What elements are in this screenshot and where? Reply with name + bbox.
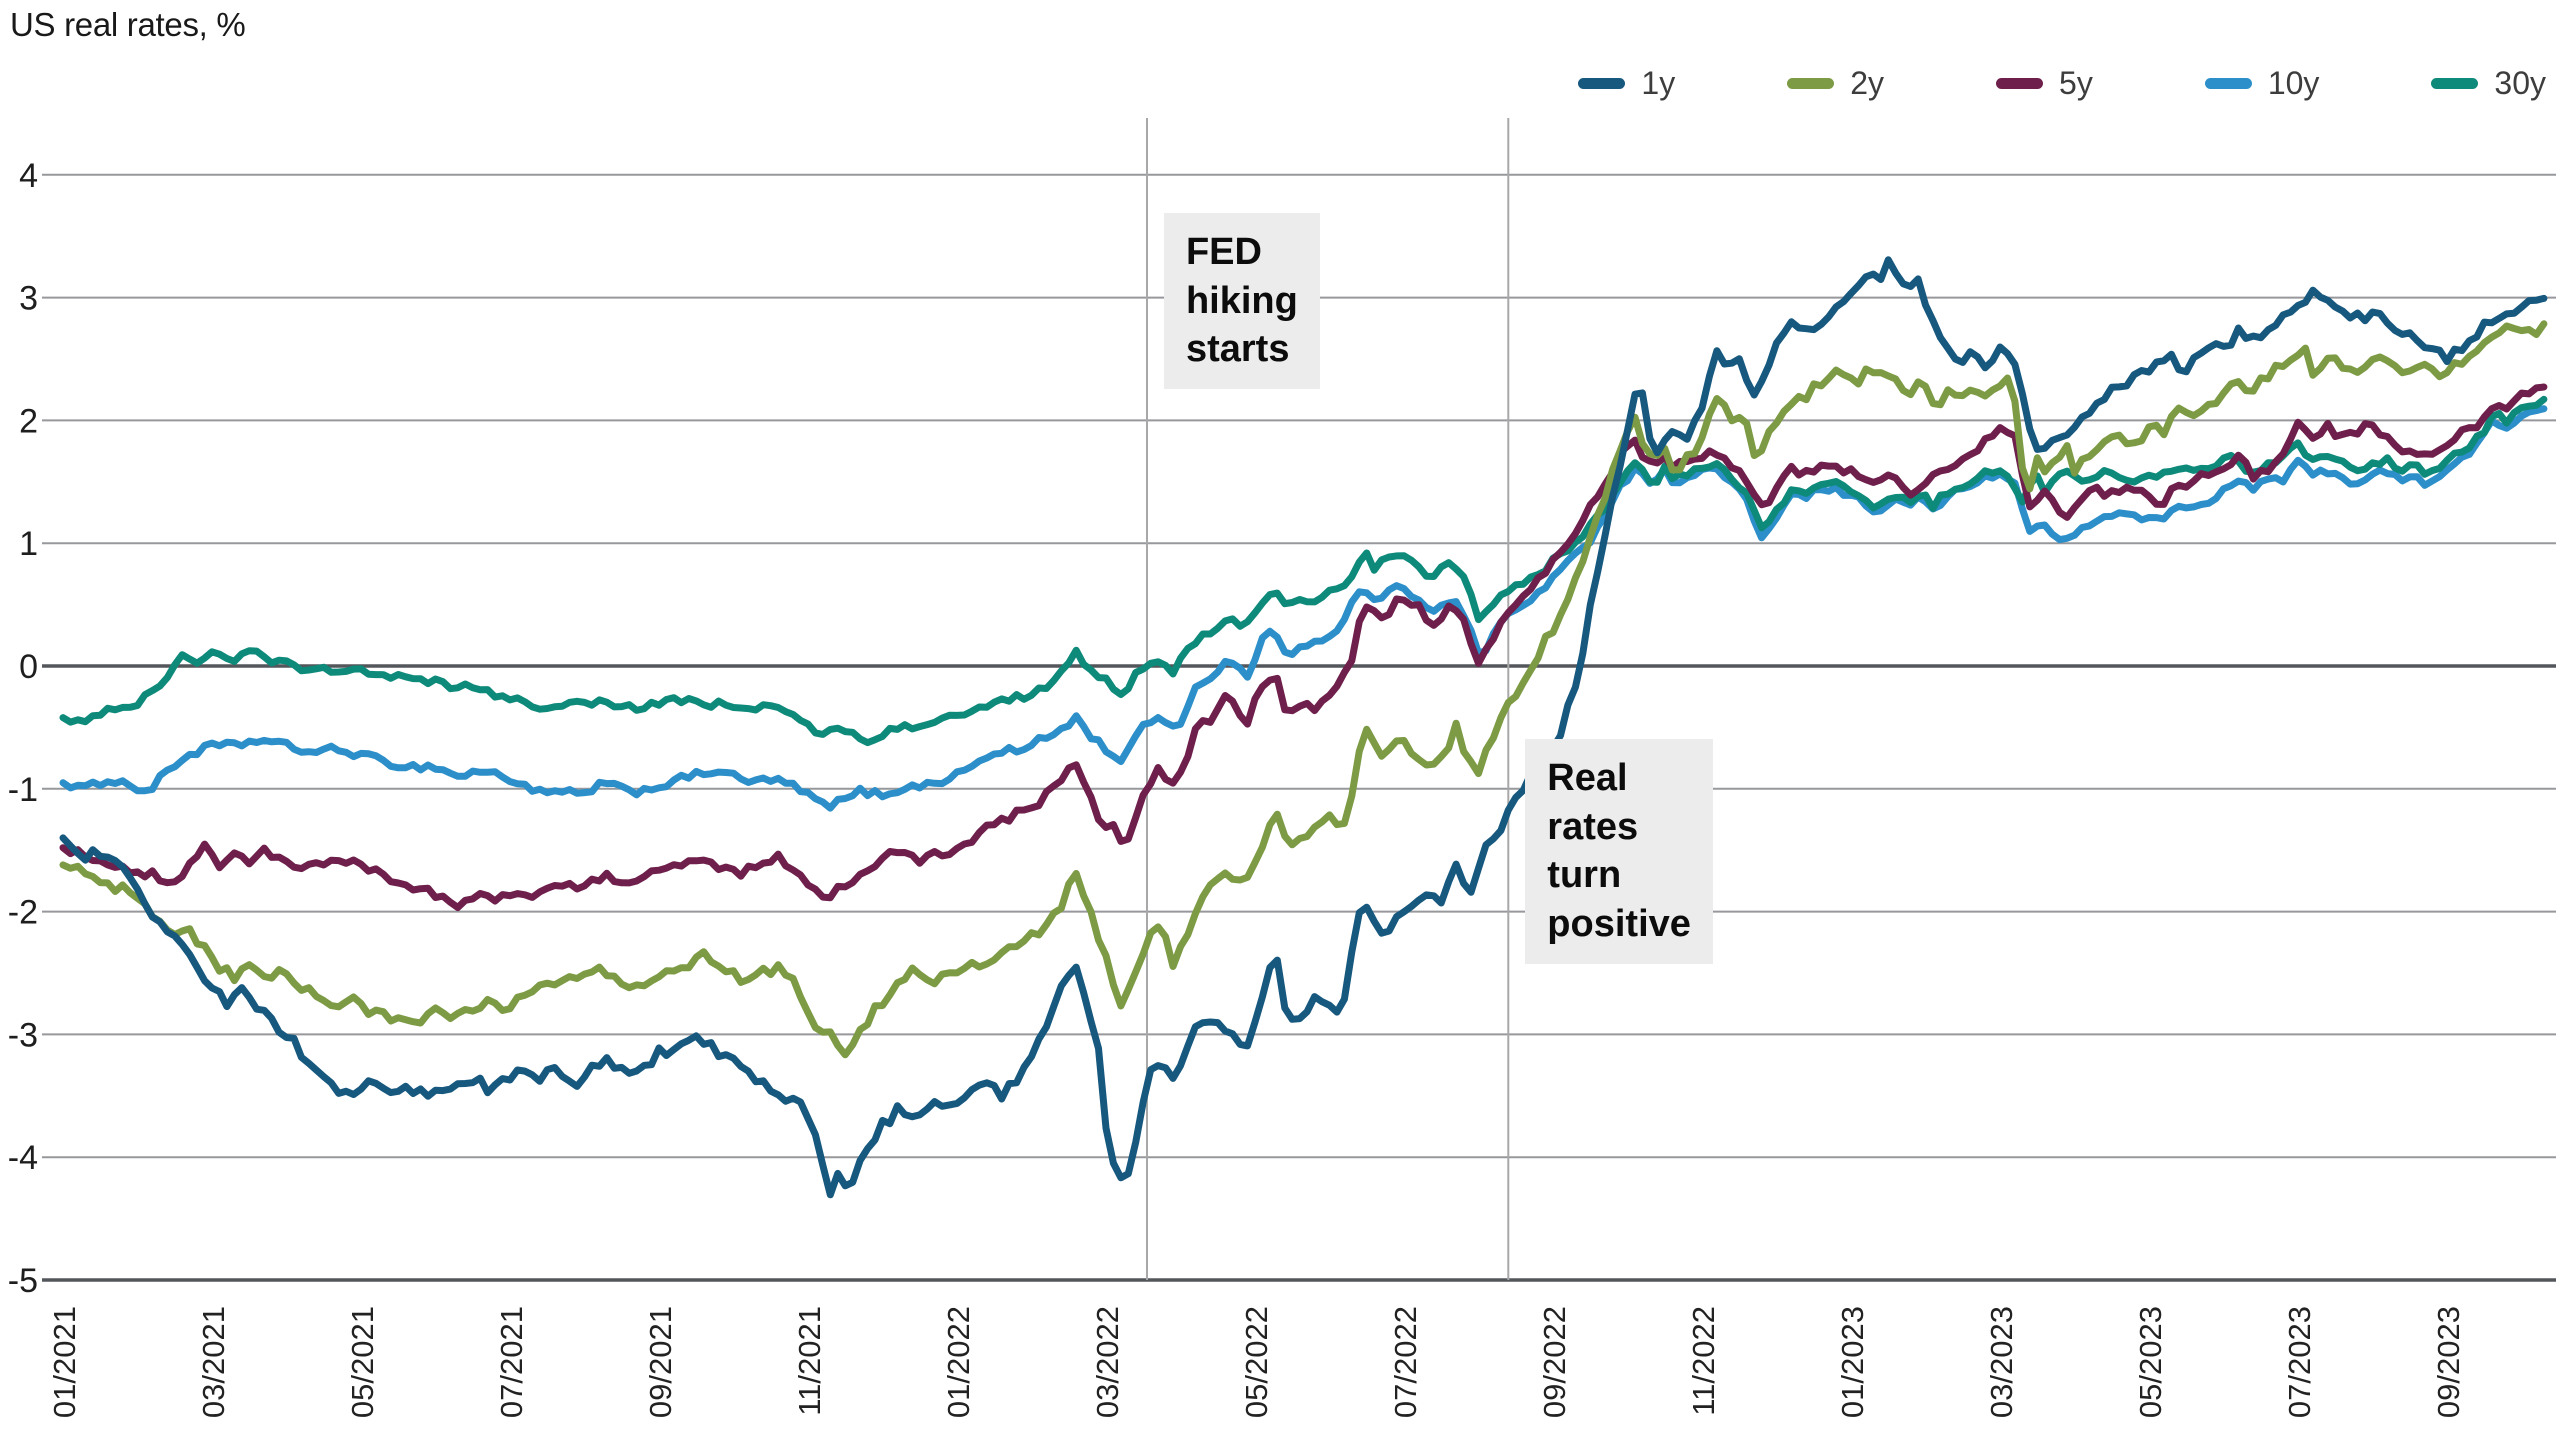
x-axis-label-11-2021: 11/2021 <box>792 1306 827 1416</box>
y-axis-label-4: 4 <box>19 157 38 195</box>
x-axis-label-03-2022: 03/2022 <box>1090 1306 1125 1418</box>
legend-item-1y: 1y <box>1578 65 1675 102</box>
legend-item-10y: 10y <box>2204 64 2320 102</box>
legend-swatch-2y <box>1787 77 1835 89</box>
legend-item-5y: 5y <box>1996 65 2093 102</box>
annotation-line: rates <box>1547 805 1639 848</box>
x-axis-tick-group: 09/2022 <box>1537 1306 1572 1418</box>
x-axis-tick-group: 01/2022 <box>941 1306 976 1418</box>
x-axis-label-07-2021: 07/2021 <box>494 1306 529 1418</box>
x-axis-label-09-2021: 09/2021 <box>643 1306 678 1418</box>
x-axis-tick-group: 09/2021 <box>643 1306 678 1418</box>
y-axis-label-3: 3 <box>19 280 38 318</box>
legend-swatch-30y <box>2431 77 2479 89</box>
y-axis-label--5: -5 <box>8 1262 38 1300</box>
series-line-1y <box>59 256 2548 1199</box>
y-axis-label--1: -1 <box>8 771 38 809</box>
x-axis-tick-group: 07/2023 <box>2282 1306 2317 1418</box>
x-axis-label-05-2021: 05/2021 <box>345 1306 380 1418</box>
legend-label-30y: 30y <box>2494 64 2546 101</box>
annotation-fed-hiking: FED hiking starts <box>1163 213 1320 389</box>
x-axis-label-07-2023: 07/2023 <box>2282 1306 2317 1418</box>
legend-swatch-10y <box>2204 77 2252 89</box>
x-axis-tick-group: 09/2023 <box>2431 1306 2466 1418</box>
x-axis-label-01-2021: 01/2021 <box>47 1306 82 1418</box>
series-line-10y <box>59 405 2548 812</box>
y-axis-label-2: 2 <box>19 402 38 440</box>
annotation-line: turn <box>1547 854 1622 897</box>
legend-item-2y: 2y <box>1787 65 1884 102</box>
legend-label-5y: 5y <box>2059 64 2093 101</box>
legend-label-1y: 1y <box>1641 64 1676 101</box>
legend-item-30y: 30y <box>2431 65 2546 102</box>
x-axis-tick-group: 01/2021 <box>47 1306 82 1418</box>
x-axis-label-05-2023: 05/2023 <box>2133 1306 2168 1418</box>
annotation-line: starts <box>1185 328 1290 371</box>
x-axis-label-01-2022: 01/2022 <box>941 1306 976 1418</box>
x-axis-tick-group: 11/2022 <box>1686 1306 1721 1416</box>
x-axis-label-01-2023: 01/2023 <box>1835 1306 1870 1418</box>
x-axis-label-09-2022: 09/2022 <box>1537 1306 1572 1418</box>
legend-label-10y: 10y <box>2267 64 2320 101</box>
x-axis-tick-group: 05/2023 <box>2133 1306 2168 1418</box>
x-axis-tick-group: 05/2021 <box>345 1306 380 1418</box>
series-line-30y <box>59 395 2548 747</box>
legend-swatch-5y <box>1996 77 2044 89</box>
x-axis-tick-group: 03/2023 <box>1984 1306 2019 1418</box>
chart-title: US real rates, % <box>10 6 246 43</box>
y-axis-label-1: 1 <box>19 525 38 563</box>
annotation-line: Real <box>1547 757 1628 799</box>
annotation-real-rates-positive: Real rates turn positive <box>1525 739 1713 964</box>
x-axis-label-05-2022: 05/2022 <box>1239 1306 1274 1418</box>
x-axis-tick-group: 05/2022 <box>1239 1306 1274 1418</box>
x-axis-label-11-2022: 11/2022 <box>1686 1306 1721 1416</box>
x-axis-tick-group: 07/2022 <box>1388 1306 1423 1418</box>
y-axis-label-0: 0 <box>19 648 38 686</box>
x-axis-tick-group: 07/2021 <box>494 1306 529 1418</box>
series-line-5y <box>59 383 2548 911</box>
y-axis-label--4: -4 <box>8 1139 38 1177</box>
x-axis-tick-group: 03/2022 <box>1090 1306 1125 1418</box>
x-axis-label-07-2022: 07/2022 <box>1388 1306 1423 1418</box>
series-line-2y <box>59 320 2548 1059</box>
legend: 1y 2y 5y 10y 30y <box>1466 58 2546 108</box>
legend-swatch-1y <box>1578 77 1626 89</box>
x-axis-label-09-2023: 09/2023 <box>2431 1306 2466 1418</box>
legend-label-2y: 2y <box>1850 64 1885 101</box>
x-axis-tick-group: 03/2021 <box>196 1306 231 1418</box>
x-axis-tick-group: 01/2023 <box>1835 1306 1870 1418</box>
x-axis-label-03-2021: 03/2021 <box>196 1306 231 1418</box>
y-axis-label--2: -2 <box>8 894 38 932</box>
annotation-line: FED <box>1185 231 1262 273</box>
x-axis-label-03-2023: 03/2023 <box>1984 1306 2019 1418</box>
y-axis-label--3: -3 <box>8 1016 38 1054</box>
annotation-line: positive <box>1547 902 1691 945</box>
x-axis-tick-group: 11/2021 <box>792 1306 827 1416</box>
annotation-line: hiking <box>1185 279 1298 322</box>
